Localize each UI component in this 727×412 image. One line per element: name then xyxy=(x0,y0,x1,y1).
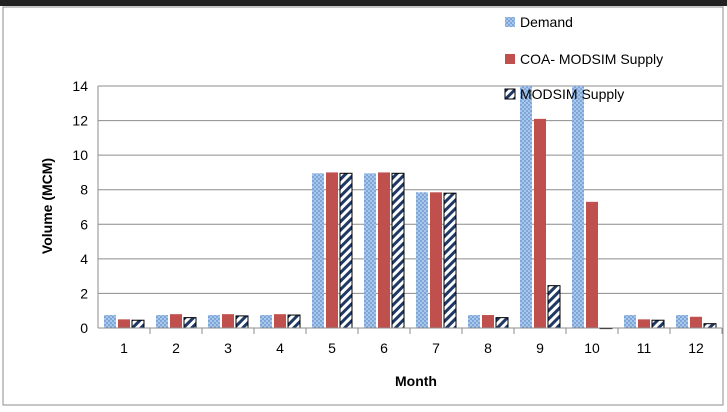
bar-demand xyxy=(312,173,324,328)
bar-coa-modsim-supply xyxy=(482,315,494,328)
bar-coa-modsim-supply xyxy=(638,319,650,328)
bar-coa-modsim-supply xyxy=(378,172,390,328)
legend-swatch xyxy=(505,54,515,64)
x-tick-label: 1 xyxy=(120,340,128,356)
bar-coa-modsim-supply xyxy=(534,118,546,328)
bar-modsim-supply xyxy=(131,319,145,329)
y-tick-label: 6 xyxy=(80,216,88,232)
x-tick-label: 12 xyxy=(688,340,704,356)
bar-coa-modsim-supply xyxy=(222,314,234,328)
legend-label: COA- MODSIM Supply xyxy=(520,51,663,67)
legend-swatch xyxy=(504,88,516,100)
bar-demand xyxy=(364,173,376,328)
x-tick-label: 8 xyxy=(484,340,492,356)
legend-swatch xyxy=(505,17,515,27)
y-tick-label: 4 xyxy=(80,251,88,267)
legend: Demand COA- MODSIM Supply MODSIM Supply xyxy=(504,14,663,102)
bar-modsim-supply xyxy=(287,314,301,329)
x-axis-title: Month xyxy=(395,373,437,389)
x-tick-label: 3 xyxy=(224,340,232,356)
bar-modsim-supply xyxy=(339,172,353,329)
legend-label: MODSIM Supply xyxy=(520,86,624,102)
bar-demand xyxy=(676,315,688,328)
bar-coa-modsim-supply xyxy=(170,314,182,328)
x-tick-label: 4 xyxy=(276,340,284,356)
x-tick-label: 5 xyxy=(328,340,336,356)
bar-modsim-supply xyxy=(183,317,197,329)
bar-modsim-supply xyxy=(495,317,509,329)
chart-border xyxy=(2,6,724,406)
x-tick-label: 2 xyxy=(172,340,180,356)
bar-modsim-supply xyxy=(391,172,405,329)
bar-modsim-supply xyxy=(443,192,457,329)
bar-demand xyxy=(572,86,584,328)
bar-coa-modsim-supply xyxy=(690,316,702,328)
cropped-header-strip xyxy=(0,0,727,6)
bar-modsim-supply xyxy=(547,285,561,329)
bar-coa-modsim-supply xyxy=(274,314,286,328)
bar-demand xyxy=(104,315,116,328)
bar-demand xyxy=(416,192,428,328)
bar-coa-modsim-supply xyxy=(326,172,338,328)
bar-coa-modsim-supply xyxy=(430,192,442,328)
y-tick-label: 10 xyxy=(72,147,88,163)
bar-coa-modsim-supply xyxy=(118,319,130,328)
bars-layer xyxy=(104,86,717,330)
bar-demand xyxy=(624,315,636,328)
y-tick-label: 2 xyxy=(80,285,88,301)
bar-demand xyxy=(208,315,220,328)
x-tick-label: 7 xyxy=(432,340,440,356)
x-tick-label: 11 xyxy=(637,340,652,356)
x-tick-label: 9 xyxy=(536,340,544,356)
bar-demand xyxy=(520,86,532,328)
bar-demand xyxy=(156,315,168,328)
bar-coa-modsim-supply xyxy=(586,201,598,328)
x-tick-label: 6 xyxy=(380,340,388,356)
legend-label: Demand xyxy=(520,14,573,30)
bar-modsim-supply xyxy=(703,323,717,329)
y-tick-label: 14 xyxy=(72,78,88,94)
y-tick-label: 12 xyxy=(72,113,88,129)
y-axis-title: Volume (MCM) xyxy=(39,158,55,254)
x-tick-label: 10 xyxy=(584,340,600,356)
bar-demand xyxy=(468,315,480,328)
bar-modsim-supply xyxy=(235,315,249,329)
bar-demand xyxy=(260,315,272,328)
y-tick-label: 0 xyxy=(80,320,88,336)
y-tick-label: 8 xyxy=(80,182,88,198)
bar-modsim-supply xyxy=(651,319,665,329)
